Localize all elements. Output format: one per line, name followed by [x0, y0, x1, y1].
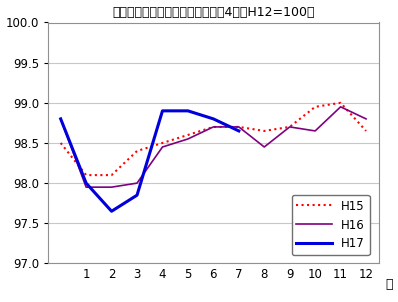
H17 — [236, 129, 241, 133]
H16 — [58, 117, 63, 121]
Legend: H15, H16, H17: H15, H16, H17 — [291, 195, 370, 255]
H17 — [160, 109, 165, 113]
H17 — [135, 193, 139, 197]
H15 — [236, 125, 241, 129]
H15 — [84, 173, 88, 177]
H15 — [160, 141, 165, 145]
Line: H16: H16 — [60, 107, 366, 187]
H15 — [338, 101, 343, 104]
Text: 月: 月 — [385, 278, 393, 291]
H15 — [364, 129, 369, 133]
H15 — [313, 105, 318, 109]
H16 — [135, 181, 139, 185]
H16 — [84, 185, 88, 189]
H16 — [109, 185, 114, 189]
H17 — [109, 209, 114, 213]
H15 — [287, 125, 292, 129]
H16 — [338, 105, 343, 109]
Title: 生鮮食品を除く総合指数の動き　4市（H12=100）: 生鮮食品を除く総合指数の動き 4市（H12=100） — [112, 5, 314, 18]
Line: H15: H15 — [60, 103, 366, 175]
H15 — [109, 173, 114, 177]
H16 — [364, 117, 369, 121]
H16 — [211, 125, 216, 129]
H16 — [313, 129, 318, 133]
H17 — [58, 117, 63, 121]
H15 — [211, 125, 216, 129]
H17 — [211, 117, 216, 121]
H15 — [185, 133, 190, 137]
H15 — [135, 149, 139, 153]
H15 — [58, 141, 63, 145]
H17 — [185, 109, 190, 113]
H16 — [236, 125, 241, 129]
H16 — [160, 145, 165, 149]
H16 — [262, 145, 267, 149]
H15 — [262, 129, 267, 133]
Line: H17: H17 — [60, 111, 239, 211]
H16 — [185, 137, 190, 141]
H16 — [287, 125, 292, 129]
H17 — [84, 181, 88, 185]
